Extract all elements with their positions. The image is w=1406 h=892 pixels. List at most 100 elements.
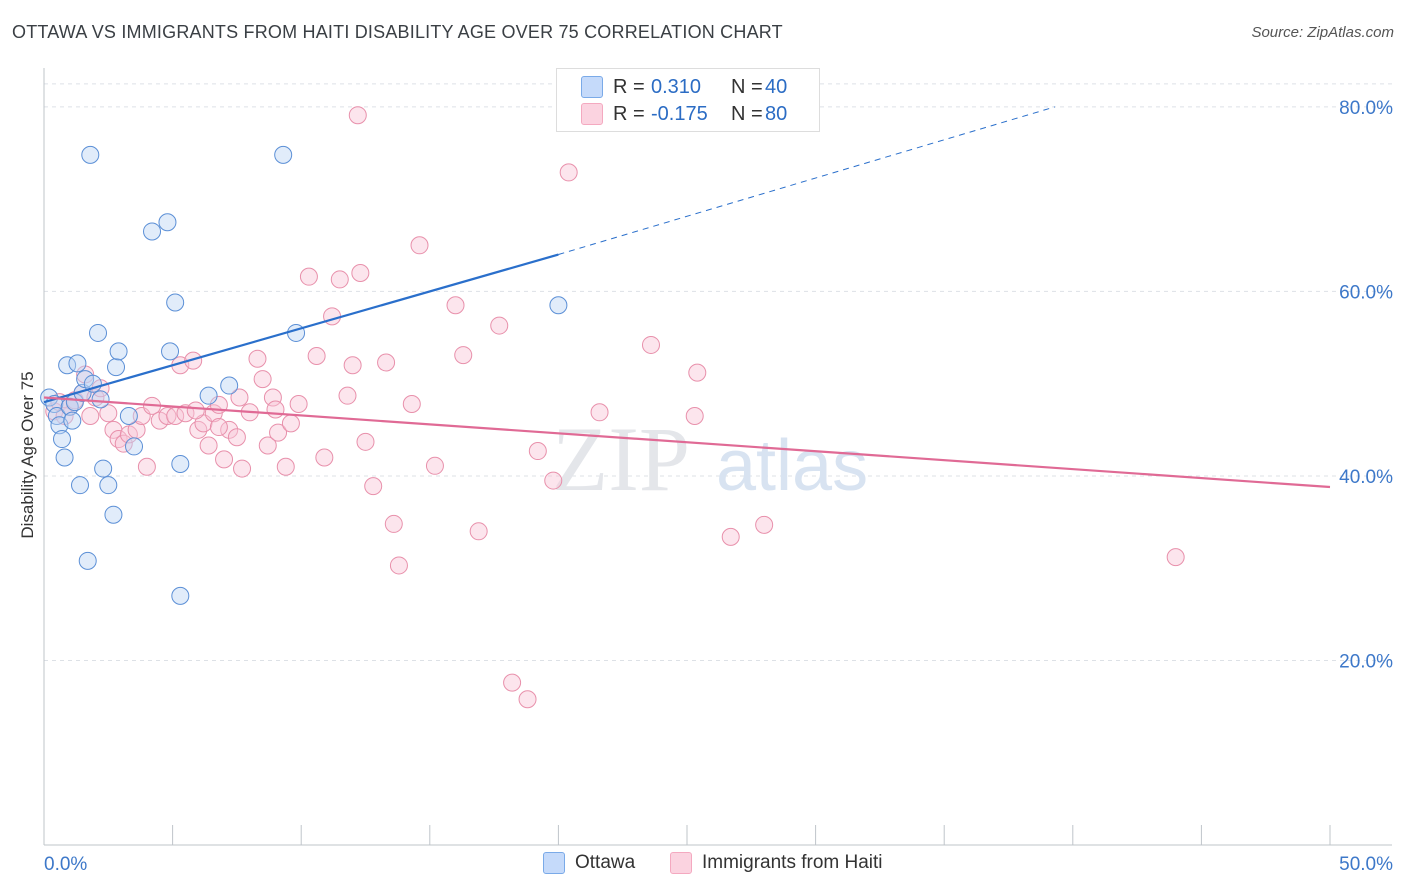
haiti-point [281, 414, 300, 433]
r-label: R = [613, 75, 645, 98]
haiti-point [233, 459, 252, 478]
legend-label: Immigrants from Haiti [702, 852, 883, 873]
haiti-point [518, 690, 537, 709]
haiti-point [199, 436, 218, 455]
ottawa-point [220, 376, 239, 395]
ottawa-point [91, 390, 110, 409]
n-value: 40 [765, 75, 788, 98]
haiti-point [343, 356, 362, 375]
ottawa-points [40, 145, 568, 605]
haiti-point [338, 386, 357, 405]
ottawa-point [143, 222, 162, 241]
haiti-point [276, 457, 295, 476]
tick-labels: 20.0% 40.0% 60.0% 80.0% 0.0% 50.0% [44, 98, 1393, 875]
haiti-point [490, 316, 509, 335]
r-label: R = [613, 102, 645, 125]
ottawa-point [171, 454, 190, 473]
ottawa-point [107, 358, 126, 377]
haiti-point [528, 442, 547, 461]
haiti-point [114, 434, 133, 453]
ottawa-trend-extension [558, 106, 1055, 256]
axes [43, 68, 1392, 846]
haiti-point [384, 514, 403, 533]
haiti-point [410, 236, 429, 255]
haiti-point [389, 556, 408, 575]
watermark: ZIP atlas [552, 408, 868, 510]
y-tick-label: 60.0% [1339, 282, 1393, 303]
y-tick-label: 20.0% [1339, 651, 1393, 672]
x-tick-label: 50.0% [1339, 854, 1393, 875]
ottawa-point [161, 342, 180, 361]
correlation-legend: R = 0.310 N = 40 R = -0.175 N = 80 [556, 68, 820, 132]
bottom-legend-ottawa: Ottawa [543, 852, 635, 874]
haiti-point [253, 370, 272, 389]
source-label: Source: ZipAtlas.com [1251, 24, 1394, 41]
ottawa-point [89, 323, 108, 342]
n-label: N = [731, 102, 763, 125]
haiti-point [186, 401, 205, 420]
ottawa-trend-line [43, 253, 559, 404]
ottawa-point [81, 145, 100, 164]
haiti-point [307, 347, 326, 366]
legend-row-haiti: R = -0.175 N = 80 [557, 100, 787, 128]
haiti-points [45, 106, 1185, 709]
haiti-point [364, 477, 383, 496]
ottawa-point [166, 293, 185, 312]
ottawa-point [78, 551, 97, 570]
haiti-point [99, 404, 118, 423]
haiti-point [176, 404, 195, 423]
ottawa-point [549, 296, 568, 315]
haiti-swatch [670, 852, 692, 874]
ottawa-point [119, 406, 138, 425]
x-tick-label: 0.0% [44, 854, 87, 875]
haiti-swatch [581, 103, 603, 125]
legend-row-ottawa: R = 0.310 N = 40 [557, 73, 787, 101]
trend-lines [43, 106, 1331, 489]
haiti-point [158, 406, 177, 425]
n-value: 80 [765, 102, 788, 125]
haiti-point [559, 163, 578, 182]
ottawa-point [104, 505, 123, 524]
haiti-point [425, 456, 444, 475]
haiti-point [220, 420, 239, 439]
n-label: N = [731, 75, 763, 98]
ottawa-point [63, 411, 82, 430]
haiti-point [81, 406, 100, 425]
haiti-point [402, 394, 421, 413]
ottawa-point [109, 342, 128, 361]
grid-lines [44, 83, 1392, 661]
haiti-point [299, 267, 318, 286]
haiti-point [641, 335, 660, 354]
haiti-point [215, 450, 234, 469]
haiti-point [315, 448, 334, 467]
haiti-point [503, 673, 522, 692]
chart-title: OTTAWA VS IMMIGRANTS FROM HAITI DISABILI… [12, 22, 783, 42]
ottawa-point [55, 448, 74, 467]
haiti-point [721, 527, 740, 546]
ottawa-point [94, 459, 113, 478]
haiti-point [1166, 548, 1185, 567]
ottawa-point [274, 145, 293, 164]
ottawa-point [171, 586, 190, 605]
haiti-point [755, 515, 774, 534]
haiti-point [258, 436, 277, 455]
haiti-point [348, 106, 367, 125]
haiti-point [248, 349, 267, 368]
ottawa-point [68, 354, 87, 373]
ottawa-point [99, 476, 118, 495]
haiti-point [351, 263, 370, 282]
r-value: -0.175 [651, 102, 708, 125]
ottawa-swatch [543, 852, 565, 874]
ottawa-point [71, 476, 90, 495]
haiti-point [688, 363, 707, 382]
haiti-point [227, 428, 246, 447]
haiti-trend-line [43, 396, 1331, 489]
haiti-point [269, 423, 288, 442]
bottom-legend-haiti: Immigrants from Haiti [670, 852, 883, 874]
watermark-zip: ZIP [552, 408, 690, 510]
haiti-point [137, 457, 156, 476]
haiti-point [184, 351, 203, 370]
haiti-point [454, 346, 473, 365]
ottawa-point [199, 386, 218, 405]
